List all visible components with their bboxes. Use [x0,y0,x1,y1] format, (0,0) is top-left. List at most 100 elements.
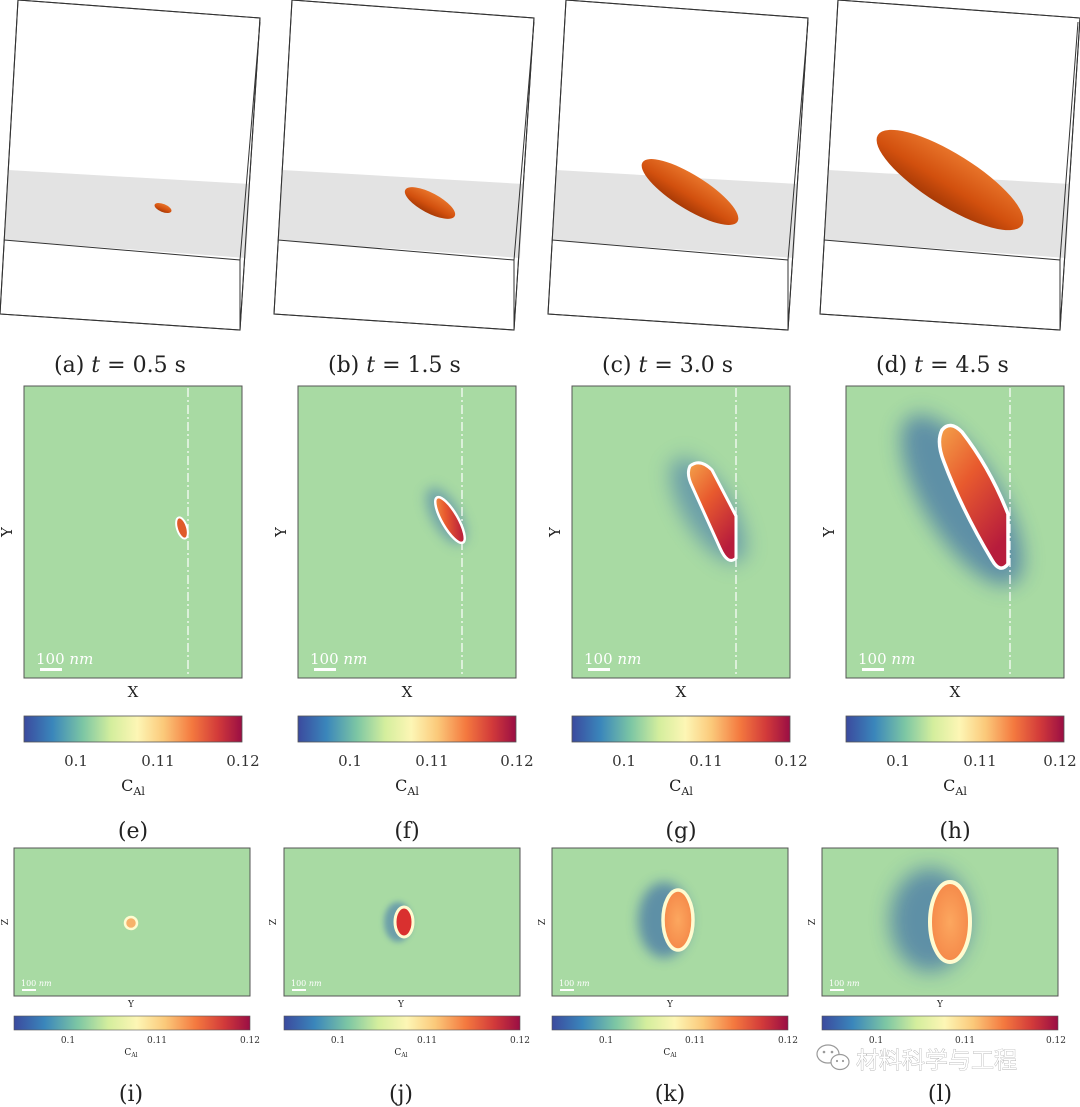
colorbar-gradient [23,715,243,743]
scale-bar [22,989,36,991]
colorbar-tick: 0.11 [689,752,722,770]
scale-bar [560,989,574,991]
precipitate-xy [686,461,738,562]
precipitate-xy [937,423,1010,570]
axis-y-label: Y [820,526,838,538]
svg-text:(a) t = 0.5 s: (a) t = 0.5 s [54,353,186,378]
scale-bar [314,668,336,671]
colorbar-label: CAl [663,1048,676,1059]
colorbar-tick: 0.12 [774,752,807,770]
colorbar-tick: 0.1 [338,752,362,770]
colorbar-tick: 0.1 [61,1036,75,1046]
colorbar-label: CAl [124,1048,137,1059]
colorbar-label: CAl [669,776,693,798]
watermark-text: 材料科学与工程 [856,1048,1017,1074]
caption-b: (b) t = 1.5 s [328,353,461,378]
caption-g: (g) [665,819,696,844]
caption-e: (e) [118,819,148,844]
colorbar-tick: 0.12 [510,1036,530,1046]
colorbar-g: 0.1 0.11 0.12 CAl [571,715,808,798]
colorbar-tick: 0.12 [778,1036,798,1046]
scale-bar [588,668,610,671]
colorbar-label: CAl [121,776,145,798]
precipitate-xy [434,495,466,545]
scale-bar-label: 100 nm [559,979,590,988]
colorbar-tick: 0.11 [417,1036,437,1046]
colorbar-tick: 0.11 [955,1036,975,1046]
precipitate-xy [175,516,189,540]
scale-bar-label: 100 nm [21,979,52,988]
caption-h: (h) [939,819,970,844]
axis-x-label: X [402,683,413,701]
axis-y-label: Y [0,526,16,538]
axis-y-label: Z [269,919,279,925]
colorbar-tick: 0.1 [599,1036,613,1046]
panel-l-yz-map: 100 nm Y Z [808,847,1059,1010]
precipitate-yz [123,915,139,931]
axis-x-label: X [676,683,687,701]
colorbar-tick: 0.12 [240,1036,260,1046]
colorbar-label: CAl [943,776,967,798]
axis-y-label: Z [538,919,548,925]
colorbar-gradient [283,1015,521,1031]
panel-g-xy-map: 100 nm X Y [546,385,791,701]
map-frame [571,385,791,679]
colorbar-j: 0.1 0.11 0.12 CAl [283,1015,530,1059]
panel-i-yz-map: 100 nm Y Z [1,847,251,1010]
scale-bar [830,989,844,991]
row-xy-maps: 100 nm X Y 100 nm X Y 100 nm X Y [0,385,1077,844]
colorbar-gradient [297,715,517,743]
scale-bar [862,668,884,671]
precipitate-3d [641,159,739,225]
colorbar-i: 0.1 0.11 0.12 CAl [13,1015,260,1059]
axis-y-label: Z [1,919,11,925]
colorbar-l: 0.1 0.11 0.12 [821,1015,1066,1046]
panel-k-yz-map: 100 nm Y Z [538,847,789,1010]
colorbar-tick: 0.12 [1043,752,1076,770]
caption-k: (k) [655,1082,686,1107]
caption-c: (c) t = 3.0 s [602,353,733,378]
svg-text:(d) t = 4.5 s: (d) t = 4.5 s [876,353,1009,378]
colorbar-tick: 0.11 [147,1036,167,1046]
precipitate-yz [928,880,972,964]
svg-text:(c) t = 3.0 s: (c) t = 3.0 s [602,353,733,378]
colorbar-tick: 0.11 [415,752,448,770]
colorbar-k: 0.1 0.11 0.12 CAl [551,1015,798,1059]
caption-f: (f) [394,819,419,844]
colorbar-gradient [13,1015,251,1031]
axis-x-label: Y [936,1000,944,1010]
colorbar-h: 0.1 0.11 0.12 CAl [845,715,1077,798]
svg-text:(b) t = 1.5 s: (b) t = 1.5 s [328,353,461,378]
panel-b-3d-box [273,0,535,331]
colorbar-gradient [551,1015,789,1031]
colorbar-e: 0.1 0.11 0.12 CAl [23,715,260,798]
scale-bar-label: 100 nm [858,650,915,668]
precipitate-3d [876,129,1024,231]
colorbar-tick: 0.1 [869,1036,883,1046]
colorbar-tick: 0.1 [331,1036,345,1046]
panel-h-xy-map: 100 nm X Y [820,385,1065,701]
watermark: 材料科学与工程 [816,1044,1017,1074]
colorbar-tick: 0.12 [500,752,533,770]
axis-x-label: Y [666,1000,674,1010]
axis-y-label: Z [808,919,818,925]
row-3d-views: (a) t = 0.5 s (b) t = 1.5 s (c) t = 3.0 … [0,0,1080,378]
precipitate-yz [661,888,695,952]
caption-d: (d) t = 4.5 s [876,353,1009,378]
panel-d-3d-box [819,0,1080,331]
colorbar-tick: 0.11 [963,752,996,770]
colorbar-f: 0.1 0.11 0.12 CAl [297,715,534,798]
scale-bar-label: 100 nm [291,979,322,988]
box-back-face [0,0,261,331]
panel-j-yz-map: 100 nm Y Z [269,847,521,1010]
precipitate-yz [393,905,415,939]
scale-bar-label: 100 nm [584,650,641,668]
colorbar-tick: 0.11 [685,1036,705,1046]
colorbar-tick: 0.1 [886,752,910,770]
scale-bar-label: 100 nm [36,650,93,668]
colorbar-tick: 0.1 [64,752,88,770]
precipitate-3d [404,187,456,219]
wechat-icon [816,1044,850,1071]
panel-c-3d-box [547,0,809,331]
